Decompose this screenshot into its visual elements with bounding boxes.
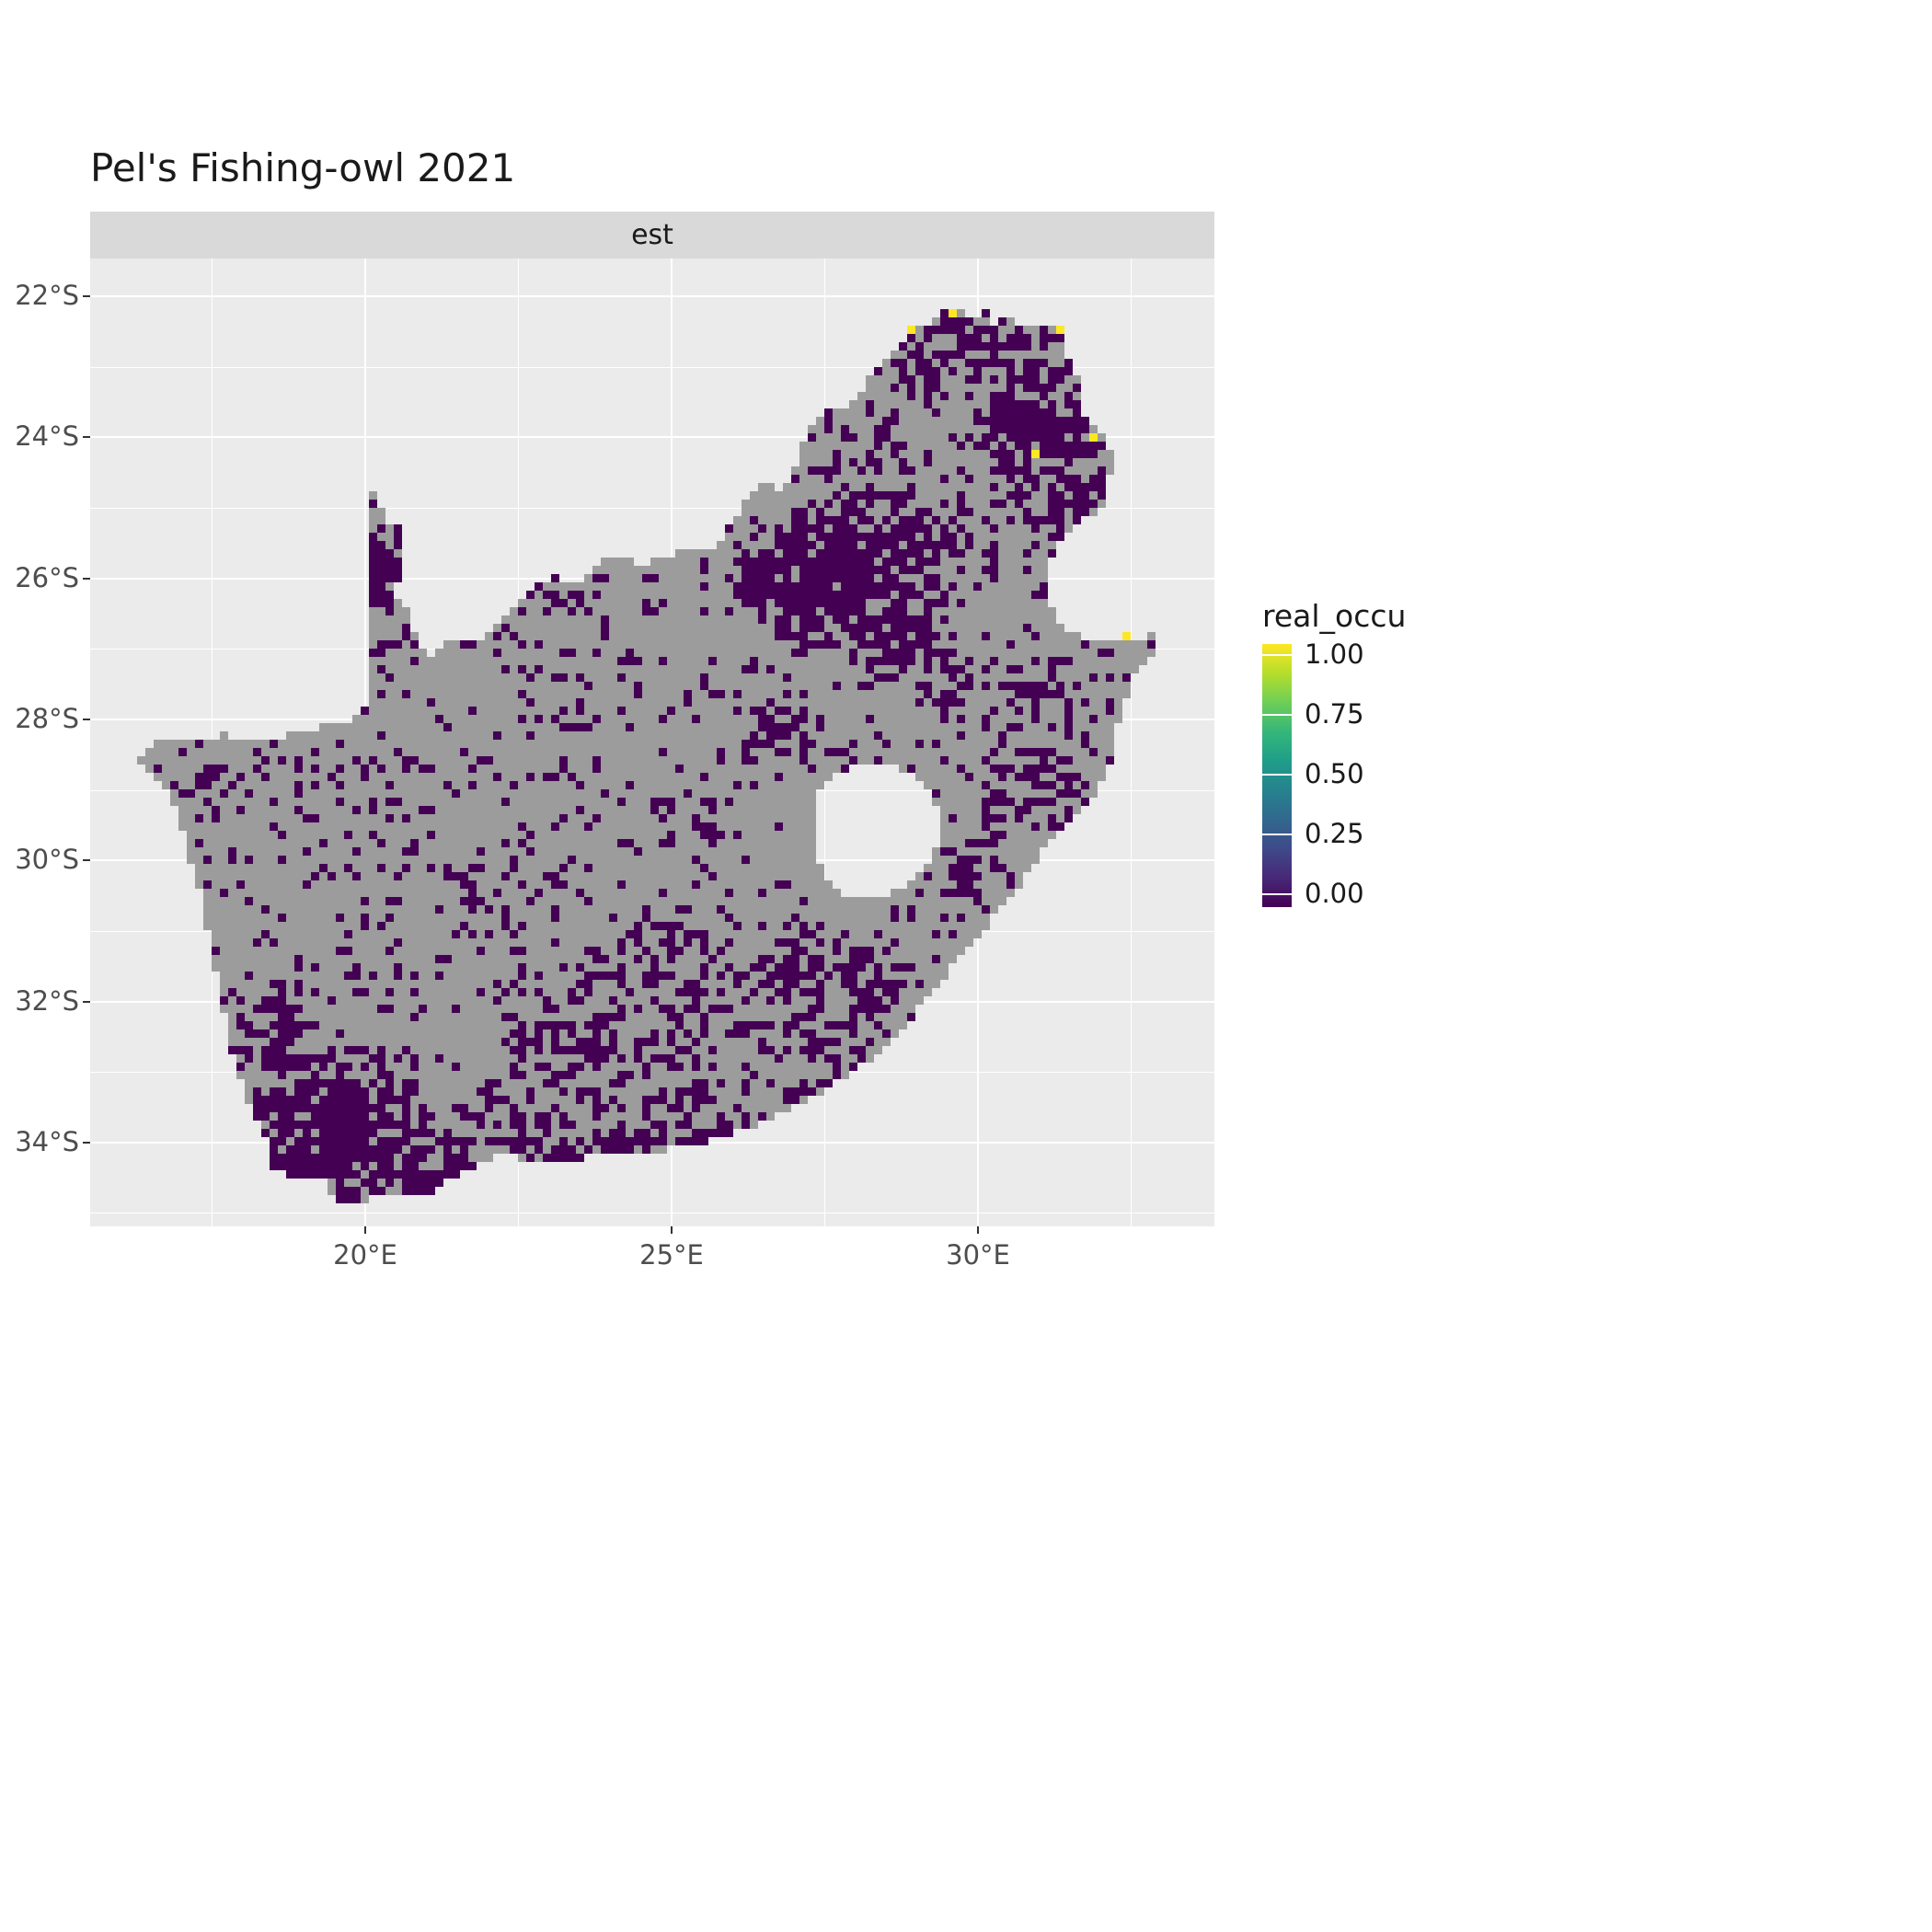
- legend-title: real_occu: [1262, 598, 1407, 634]
- y-tick-label: 22°S: [15, 280, 79, 311]
- x-tick-mark: [671, 1226, 673, 1234]
- y-tick-mark: [83, 1142, 90, 1144]
- gridline-minor-x: [1131, 259, 1132, 1226]
- south-africa-raster-map: [137, 309, 1156, 1203]
- y-tick-mark: [83, 295, 90, 297]
- legend-tick-mark: [1262, 714, 1292, 716]
- y-tick-label: 32°S: [15, 985, 79, 1017]
- x-tick-mark: [977, 1226, 979, 1234]
- legend-tick-label: 0.00: [1305, 878, 1364, 909]
- facet-strip: est: [90, 212, 1214, 259]
- legend-tick-mark: [1262, 834, 1292, 835]
- y-tick-mark: [83, 1001, 90, 1003]
- y-tick-label: 28°S: [15, 703, 79, 734]
- legend-tick-mark: [1262, 654, 1292, 656]
- legend-tick-label: 1.00: [1305, 638, 1364, 670]
- x-tick-mark: [364, 1226, 366, 1234]
- y-tick-mark: [83, 578, 90, 580]
- y-tick-label: 34°S: [15, 1126, 79, 1157]
- legend-tick-mark: [1262, 893, 1292, 895]
- y-tick-mark: [83, 436, 90, 438]
- x-tick-label: 25°E: [639, 1239, 704, 1271]
- raster-cells: [137, 309, 1156, 1203]
- y-tick-label: 30°S: [15, 844, 79, 875]
- plot-title: Pel's Fishing-owl 2021: [90, 145, 516, 190]
- legend-tick-label: 0.25: [1305, 818, 1364, 849]
- facet-strip-label: est: [631, 219, 673, 251]
- x-tick-label: 30°E: [946, 1239, 1010, 1271]
- gridline-major-y: [90, 295, 1214, 297]
- y-tick-mark: [83, 859, 90, 861]
- y-tick-mark: [83, 719, 90, 720]
- legend-tick-mark: [1262, 774, 1292, 776]
- y-tick-label: 26°S: [15, 562, 79, 593]
- y-tick-label: 24°S: [15, 420, 79, 452]
- legend-tick-label: 0.50: [1305, 758, 1364, 789]
- gridline-minor-y: [90, 508, 1214, 509]
- x-tick-label: 20°E: [333, 1239, 397, 1271]
- gridline-minor-y: [90, 367, 1214, 368]
- legend-colorbar: [1262, 644, 1292, 907]
- legend-tick-label: 0.75: [1305, 698, 1364, 730]
- gridline-major-y: [90, 436, 1214, 438]
